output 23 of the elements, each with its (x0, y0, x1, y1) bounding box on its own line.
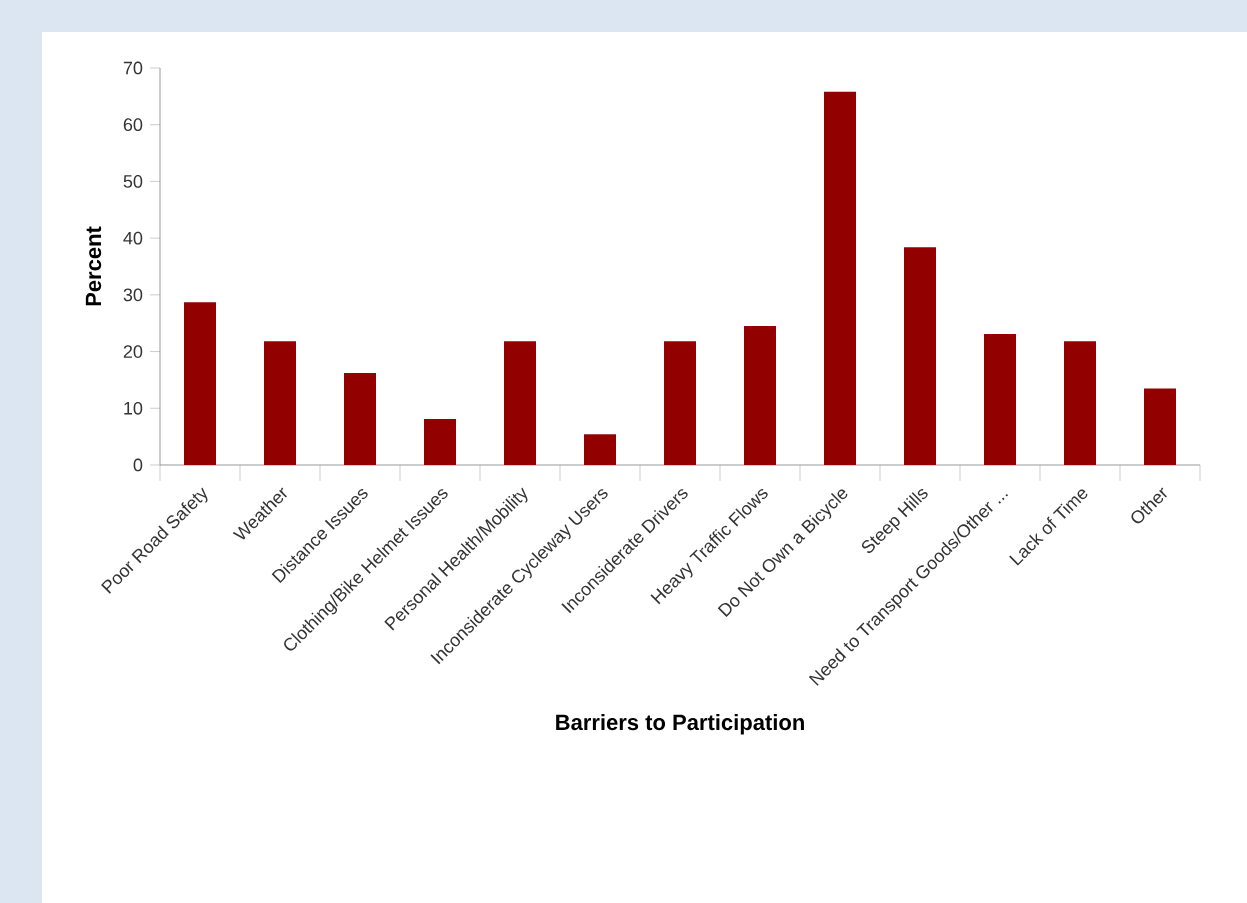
y-tick-label: 20 (123, 345, 143, 358)
y-tick-label: 0 (133, 458, 143, 472)
y-axis-title: Percent (85, 226, 102, 306)
bar (504, 341, 537, 465)
y-tick-label: 60 (123, 118, 143, 132)
bar (744, 326, 777, 465)
bar (184, 302, 217, 465)
bar (824, 91, 857, 465)
bar (1144, 388, 1177, 465)
bar (1064, 341, 1097, 465)
y-tick-label: 50 (123, 175, 143, 188)
x-axis-title: Barriers to Participation (556, 714, 804, 735)
bar (584, 434, 617, 465)
bar (344, 373, 377, 465)
y-tick-label: 30 (123, 288, 143, 302)
bar (264, 341, 297, 465)
y-tick-label: 70 (123, 61, 143, 75)
bar (664, 341, 697, 465)
bar (904, 247, 937, 465)
bar (984, 333, 1017, 465)
y-tick-label: 10 (124, 401, 143, 415)
bar (424, 419, 457, 465)
y-tick-label: 40 (123, 231, 143, 245)
